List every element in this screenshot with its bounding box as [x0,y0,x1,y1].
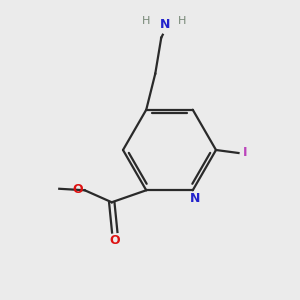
Text: N: N [160,18,170,31]
Text: H: H [142,16,150,26]
Text: N: N [190,192,200,205]
Text: O: O [110,234,120,247]
Text: O: O [73,183,83,196]
Text: I: I [243,146,247,160]
Text: H: H [178,16,186,26]
